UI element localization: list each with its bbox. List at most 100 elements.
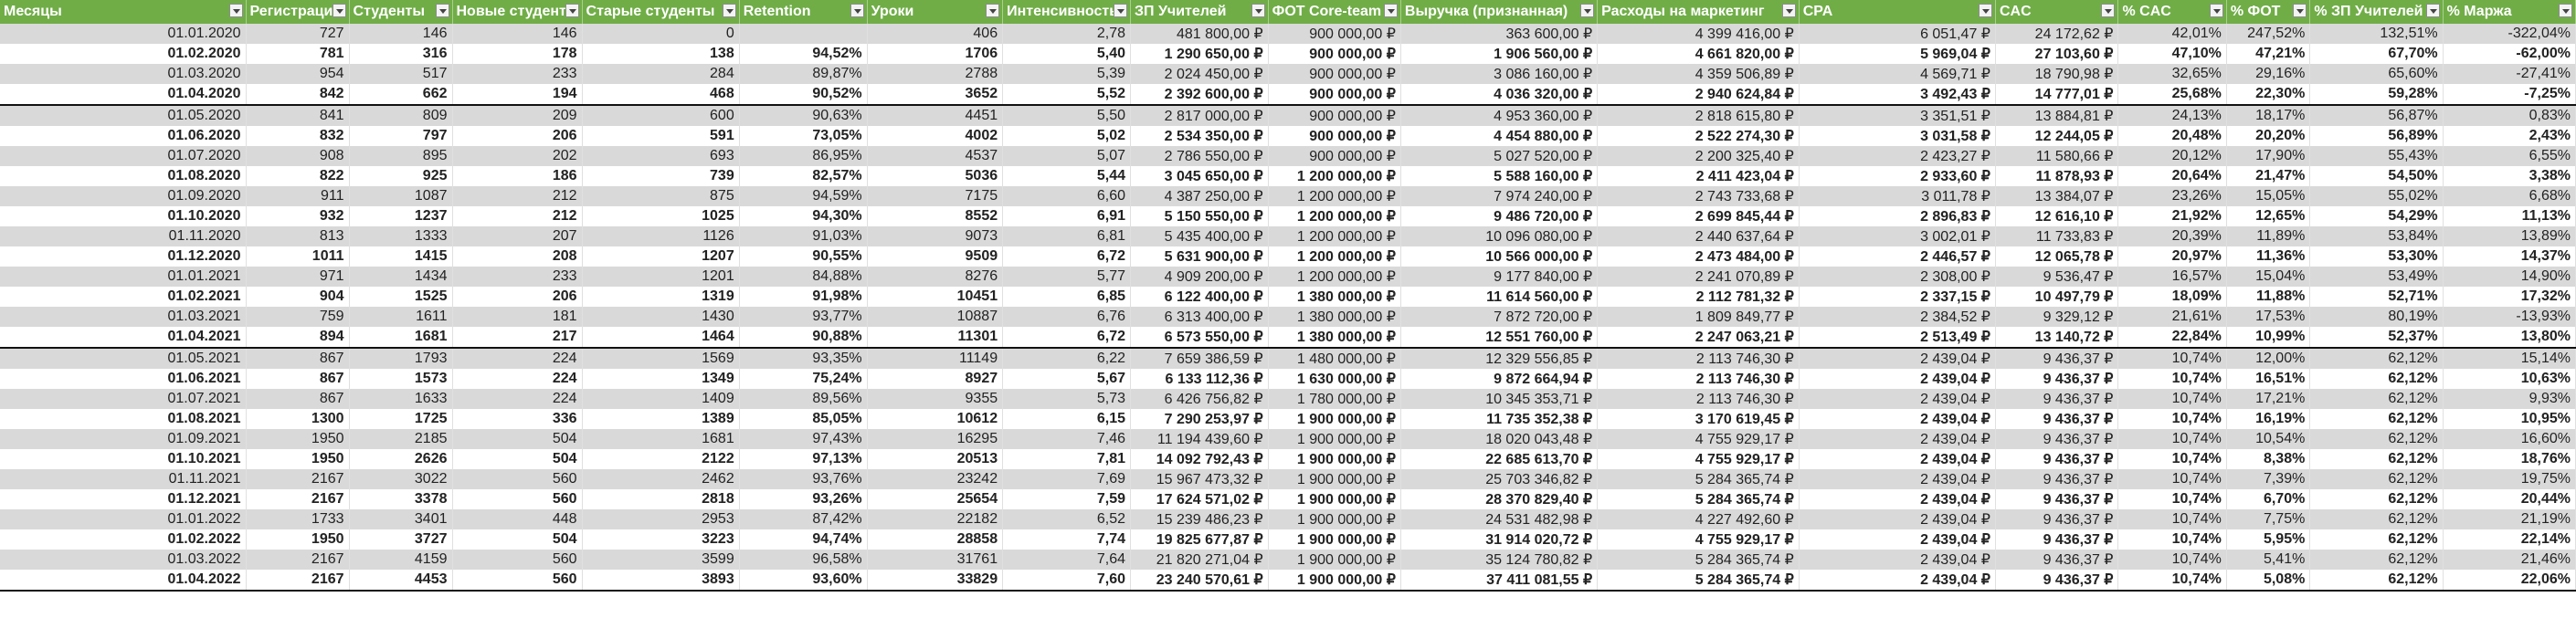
table-cell[interactable]: 809 xyxy=(349,105,453,126)
filter-dropdown-icon[interactable] xyxy=(2101,4,2116,17)
table-cell[interactable]: 52,37% xyxy=(2309,327,2444,349)
table-cell[interactable]: 448 xyxy=(452,509,583,529)
table-cell[interactable]: 1681 xyxy=(349,327,453,349)
table-cell[interactable]: 841 xyxy=(246,105,350,126)
table-cell[interactable]: 94,59% xyxy=(739,186,868,206)
table-cell[interactable]: 80,19% xyxy=(2309,307,2444,327)
table-cell[interactable]: 2167 xyxy=(246,489,350,509)
table-cell[interactable]: 2,43% xyxy=(2443,126,2576,146)
table-cell[interactable]: 2 247 063,21 ₽ xyxy=(1597,327,1800,349)
table-cell[interactable]: 813 xyxy=(246,226,350,246)
table-cell[interactable]: 2 113 746,30 ₽ xyxy=(1597,348,1800,369)
table-cell[interactable]: 4 909 200,00 ₽ xyxy=(1130,267,1269,287)
table-cell[interactable]: 2185 xyxy=(349,429,453,449)
table-cell[interactable]: 2 112 781,32 ₽ xyxy=(1597,287,1800,307)
table-cell[interactable]: 3378 xyxy=(349,489,453,509)
table-cell[interactable]: 9 436,37 ₽ xyxy=(1995,389,2119,409)
table-cell[interactable]: 22,06% xyxy=(2443,570,2576,592)
table-cell[interactable]: -62,00% xyxy=(2443,44,2576,64)
table-cell[interactable]: 2 439,04 ₽ xyxy=(1799,429,1996,449)
table-cell[interactable]: 3 011,78 ₽ xyxy=(1799,186,1996,206)
table-cell[interactable]: 2 439,04 ₽ xyxy=(1799,509,1996,529)
column-header[interactable]: Уроки xyxy=(867,0,1004,24)
table-cell[interactable]: 54,29% xyxy=(2309,206,2444,226)
table-cell[interactable]: 1633 xyxy=(349,389,453,409)
table-cell[interactable]: 2 439,04 ₽ xyxy=(1799,389,1996,409)
table-cell[interactable]: 2 534 350,00 ₽ xyxy=(1130,126,1269,146)
table-cell[interactable]: 1237 xyxy=(349,206,453,226)
table-cell[interactable]: 5,02 xyxy=(1002,126,1131,146)
column-header[interactable]: % Маржа xyxy=(2443,0,2576,24)
table-cell[interactable]: 91,03% xyxy=(739,226,868,246)
table-cell[interactable]: 2 241 070,89 ₽ xyxy=(1597,267,1800,287)
table-cell[interactable]: 1 900 000,00 ₽ xyxy=(1268,550,1401,570)
table-cell[interactable]: 739 xyxy=(582,166,740,186)
table-cell[interactable]: 9 436,37 ₽ xyxy=(1995,529,2119,550)
table-cell[interactable]: 16,60% xyxy=(2443,429,2576,449)
table-cell[interactable]: 90,63% xyxy=(739,105,868,126)
table-cell[interactable]: -27,41% xyxy=(2443,64,2576,84)
table-cell[interactable]: 146 xyxy=(452,24,583,44)
table-cell[interactable]: 6,52 xyxy=(1002,509,1131,529)
table-cell[interactable]: -322,04% xyxy=(2443,24,2576,44)
table-cell[interactable]: 2 473 484,00 ₽ xyxy=(1597,246,1800,267)
table-cell[interactable]: 4 661 820,00 ₽ xyxy=(1597,44,1800,64)
table-cell[interactable]: 10,74% xyxy=(2117,429,2227,449)
table-cell[interactable]: 01.02.2021 xyxy=(0,287,247,307)
table-cell[interactable]: 11149 xyxy=(867,348,1004,369)
table-cell[interactable]: 202 xyxy=(452,146,583,166)
table-cell[interactable]: 1 200 000,00 ₽ xyxy=(1268,267,1401,287)
table-cell[interactable]: 4 359 506,89 ₽ xyxy=(1597,64,1800,84)
table-cell[interactable]: 146 xyxy=(349,24,453,44)
table-cell[interactable]: 560 xyxy=(452,570,583,592)
column-header[interactable]: Старые студенты xyxy=(582,0,740,24)
filter-dropdown-icon[interactable] xyxy=(722,4,736,17)
table-cell[interactable]: 224 xyxy=(452,369,583,389)
table-cell[interactable]: 8552 xyxy=(867,206,1004,226)
table-cell[interactable]: 1 200 000,00 ₽ xyxy=(1268,186,1401,206)
table-cell[interactable]: 7,59 xyxy=(1002,489,1131,509)
table-cell[interactable]: 1950 xyxy=(246,429,350,449)
column-header[interactable]: ЗП Учителей xyxy=(1130,0,1269,24)
table-cell[interactable]: 4537 xyxy=(867,146,1004,166)
table-cell[interactable]: 867 xyxy=(246,348,350,369)
table-cell[interactable]: 6 051,47 ₽ xyxy=(1799,24,1996,44)
table-cell[interactable]: 62,12% xyxy=(2309,449,2444,469)
table-cell[interactable]: 925 xyxy=(349,166,453,186)
table-cell[interactable]: 1434 xyxy=(349,267,453,287)
table-cell[interactable]: 2 439,04 ₽ xyxy=(1799,529,1996,550)
table-cell[interactable]: 1950 xyxy=(246,449,350,469)
table-cell[interactable]: 10,74% xyxy=(2117,369,2227,389)
table-cell[interactable]: 01.07.2020 xyxy=(0,146,247,166)
table-cell[interactable]: 90,88% xyxy=(739,327,868,349)
table-cell[interactable]: 5,73 xyxy=(1002,389,1131,409)
table-cell[interactable]: 6 133 112,36 ₽ xyxy=(1130,369,1269,389)
table-cell[interactable]: 932 xyxy=(246,206,350,226)
table-cell[interactable]: 7,74 xyxy=(1002,529,1131,550)
column-header[interactable]: Выручка (признанная) xyxy=(1400,0,1599,24)
table-cell[interactable]: 35 124 780,82 ₽ xyxy=(1400,550,1599,570)
filter-dropdown-icon[interactable] xyxy=(2209,4,2223,17)
table-cell[interactable]: 2 513,49 ₽ xyxy=(1799,327,1996,349)
table-cell[interactable]: 2 743 733,68 ₽ xyxy=(1597,186,1800,206)
column-header[interactable]: Месяцы xyxy=(0,0,247,24)
column-header[interactable]: Retention xyxy=(739,0,868,24)
table-cell[interactable]: 2818 xyxy=(582,489,740,509)
table-cell[interactable]: 01.08.2020 xyxy=(0,166,247,186)
table-cell[interactable]: 01.01.2020 xyxy=(0,24,247,44)
table-cell[interactable]: 31761 xyxy=(867,550,1004,570)
table-cell[interactable]: 93,35% xyxy=(739,348,868,369)
table-cell[interactable]: 13,80% xyxy=(2443,327,2576,349)
table-cell[interactable]: 10612 xyxy=(867,409,1004,429)
column-header[interactable]: Регистрации xyxy=(246,0,350,24)
table-cell[interactable]: 16,19% xyxy=(2226,409,2311,429)
table-cell[interactable]: 363 600,00 ₽ xyxy=(1400,24,1599,44)
table-cell[interactable]: 4451 xyxy=(867,105,1004,126)
table-cell[interactable]: 4 755 929,17 ₽ xyxy=(1597,429,1800,449)
table-cell[interactable]: 1300 xyxy=(246,409,350,429)
table-cell[interactable]: 2 439,04 ₽ xyxy=(1799,449,1996,469)
table-cell[interactable]: 7 872 720,00 ₽ xyxy=(1400,307,1599,327)
table-cell[interactable]: 01.06.2021 xyxy=(0,369,247,389)
table-cell[interactable]: 900 000,00 ₽ xyxy=(1268,84,1401,106)
table-cell[interactable]: 1025 xyxy=(582,206,740,226)
